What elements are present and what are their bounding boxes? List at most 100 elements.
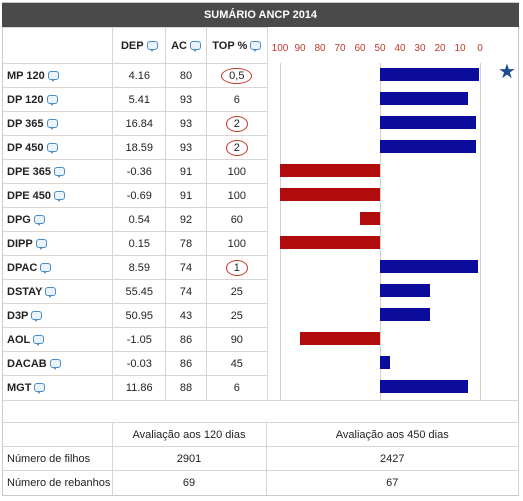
table-row: DSTAY 55.45 74 25 (2, 279, 269, 304)
chart-bar (280, 188, 380, 201)
row-name: DACAB (7, 357, 47, 370)
axis-tick-label: 20 (434, 43, 446, 54)
comment-icon[interactable] (46, 95, 58, 107)
top-cell: 25 (206, 279, 269, 304)
chart-bar (380, 380, 468, 393)
ac-cell: 86 (165, 351, 207, 376)
ac-cell: 86 (165, 327, 207, 352)
comment-icon[interactable] (49, 359, 61, 371)
comment-icon[interactable] (31, 311, 43, 323)
comment-icon[interactable] (34, 383, 46, 395)
row-name: DPE 365 (7, 165, 52, 178)
row-name-cell: DPAC (2, 255, 114, 280)
top-cell: 6 (206, 87, 269, 112)
axis-tick-label: 60 (354, 43, 366, 54)
table-row: D3P 50.95 43 25 (2, 303, 269, 328)
dep-cell: 55.45 (112, 279, 167, 304)
top-cell: 2 (206, 135, 269, 160)
comment-icon[interactable] (47, 71, 59, 83)
chart-bar (380, 308, 430, 321)
row-name-cell: DP 120 (2, 87, 114, 112)
footer-spacer (2, 400, 519, 423)
axis-tick-label: 30 (414, 43, 426, 54)
top-cell: 1 (206, 255, 269, 280)
comment-icon[interactable] (33, 215, 45, 227)
comment-icon[interactable] (54, 191, 66, 203)
dep-cell: 5.41 (112, 87, 167, 112)
top-percent-chart: 100 90 80 70 60 50 40 30 20 10 0 (268, 27, 519, 400)
table-row: DPG 0.54 92 60 (2, 207, 269, 232)
table-header-row: DEP AC TOP % (2, 27, 269, 64)
top-cell: 6 (206, 375, 269, 400)
top-value: 1 (225, 259, 248, 276)
dep-cell: -0.69 (112, 183, 167, 208)
row-name-cell: MP 120 (2, 63, 114, 88)
dep-cell: 8.59 (112, 255, 167, 280)
row-name-cell: DSTAY (2, 279, 114, 304)
top-value: 25 (230, 285, 243, 298)
ac-cell: 74 (165, 255, 207, 280)
axis-tick-label: 10 (454, 43, 466, 54)
top-value: 0,5 (221, 67, 253, 84)
comment-icon[interactable] (45, 287, 57, 299)
top-value: 90 (230, 333, 243, 346)
comment-icon[interactable] (46, 119, 58, 131)
footer-value: 2901 (112, 446, 267, 471)
comment-icon[interactable] (189, 41, 201, 53)
chart-bar (380, 260, 478, 273)
top-cell: 25 (206, 303, 269, 328)
top-cell: 100 (206, 159, 269, 184)
top-value: 2 (225, 115, 248, 132)
ac-cell: 88 (165, 375, 207, 400)
chart-midline (380, 63, 381, 400)
axis-tick-label: 50 (374, 43, 386, 54)
comment-icon[interactable] (40, 263, 52, 275)
header-dep: DEP (112, 27, 167, 64)
footer-col-120: Avaliação aos 120 dias (112, 422, 267, 447)
chart-bar (280, 164, 380, 177)
dep-cell: 50.95 (112, 303, 167, 328)
top-cell: 60 (206, 207, 269, 232)
ac-cell: 93 (165, 135, 207, 160)
dep-cell: -0.36 (112, 159, 167, 184)
table-row: DACAB -0.03 86 45 (2, 351, 269, 376)
footer-col-450: Avaliação aos 450 dias (266, 422, 519, 447)
top-value: 100 (227, 237, 246, 250)
comment-icon[interactable] (35, 239, 47, 251)
star-icon: ★ (498, 61, 516, 83)
row-name: AOL (7, 333, 31, 346)
comment-icon[interactable] (46, 143, 58, 155)
summary-table: DEP AC TOP % MP 120 4.16 80 0,5 DP 120 5.41 93… (2, 27, 269, 400)
chart-bar (380, 68, 479, 81)
row-name-cell: DPE 365 (2, 159, 114, 184)
footer-header-row: Avaliação aos 120 dias Avaliação aos 450… (2, 422, 519, 447)
chart-bar (280, 236, 380, 249)
row-name-cell: DPG (2, 207, 114, 232)
table-row: DP 365 16.84 93 2 (2, 111, 269, 136)
row-name-cell: D3P (2, 303, 114, 328)
ac-cell: 93 (165, 87, 207, 112)
top-value: 6 (233, 381, 240, 394)
dep-cell: 18.59 (112, 135, 167, 160)
ac-cell: 91 (165, 183, 207, 208)
comment-icon[interactable] (33, 335, 45, 347)
dep-cell: 4.16 (112, 63, 167, 88)
row-name-cell: DACAB (2, 351, 114, 376)
table-row: AOL -1.05 86 90 (2, 327, 269, 352)
top-value: 45 (230, 357, 243, 370)
comment-icon[interactable] (250, 41, 262, 53)
row-name-cell: MGT (2, 375, 114, 400)
row-name: DP 450 (7, 141, 44, 154)
footer-value: 67 (266, 470, 519, 495)
comment-icon[interactable] (54, 167, 66, 179)
comment-icon[interactable] (146, 41, 158, 53)
dep-cell: -0.03 (112, 351, 167, 376)
top-cell: 0,5 (206, 63, 269, 88)
chart-bar (380, 140, 476, 153)
table-row: DPAC 8.59 74 1 (2, 255, 269, 280)
header-empty (2, 27, 114, 64)
footer-value: 69 (112, 470, 267, 495)
footer-row-rebanhos: Número de rebanhos 69 67 (2, 470, 519, 495)
row-name-cell: AOL (2, 327, 114, 352)
row-name: DP 120 (7, 93, 44, 106)
